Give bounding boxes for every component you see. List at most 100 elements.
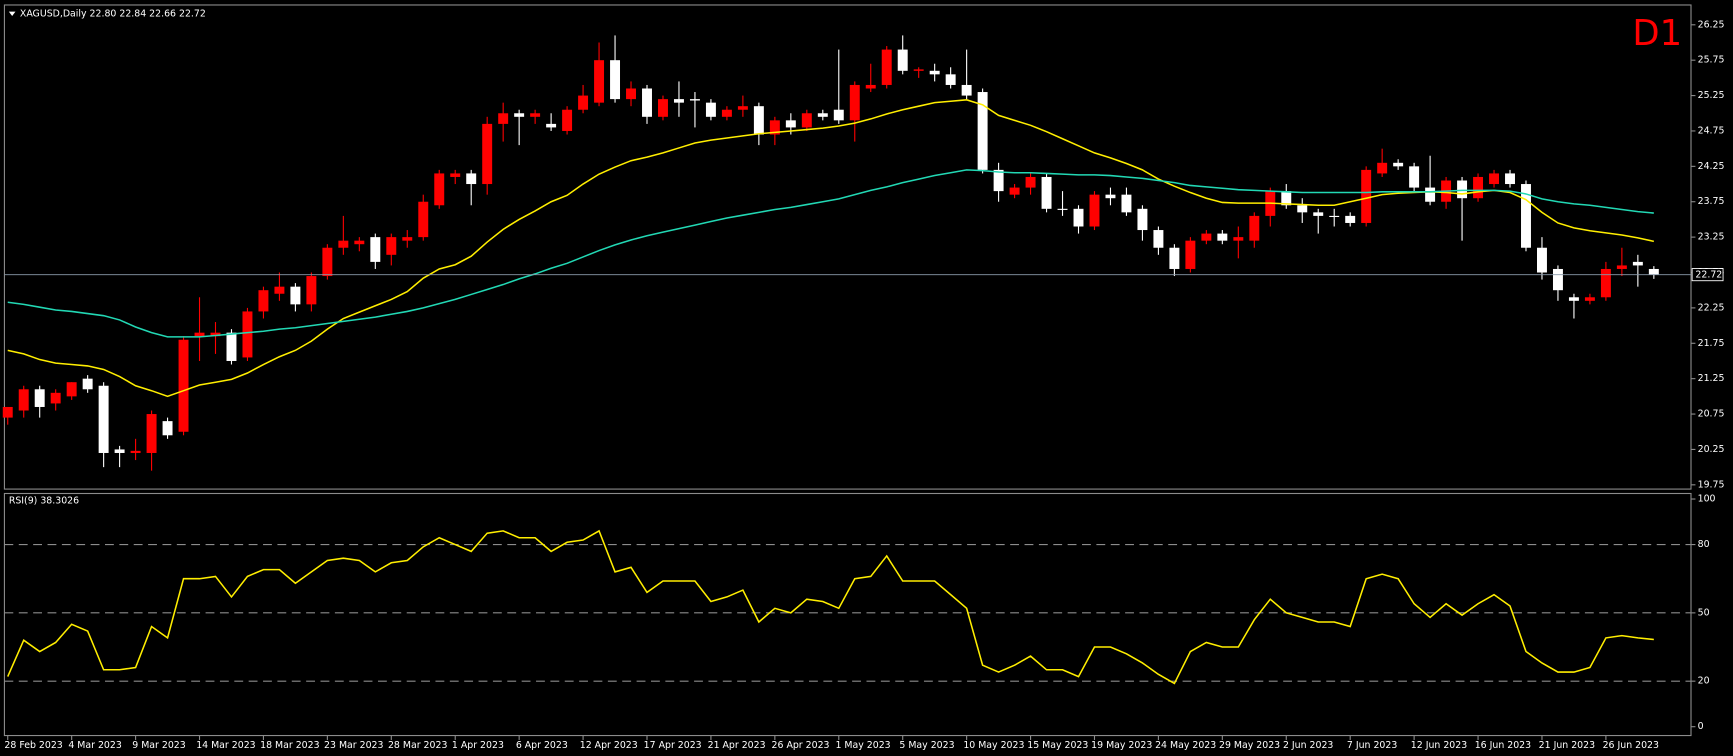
- x-tick-label: 9 Mar 2023: [132, 740, 186, 751]
- y-tick-label: 50: [1698, 607, 1710, 618]
- y-tick-label: 26.25: [1698, 19, 1725, 30]
- candle-body: [1009, 187, 1020, 195]
- candle-body: [434, 173, 445, 206]
- x-tick-label: 17 Apr 2023: [644, 740, 702, 751]
- price-label-box: [1691, 268, 1724, 282]
- candle-body: [737, 106, 748, 110]
- line-series: [7, 99, 1655, 398]
- candle-body: [1169, 247, 1180, 269]
- candle-body: [801, 113, 812, 128]
- candle-body: [354, 240, 365, 245]
- candle-body: [1249, 215, 1260, 241]
- candle-body: [1648, 268, 1659, 275]
- candle-body: [897, 49, 908, 71]
- y-tick-label: 19.75: [1698, 479, 1725, 490]
- x-tick-label: 29 May 2023: [1219, 740, 1280, 751]
- x-tick-label: 12 Apr 2023: [580, 740, 638, 751]
- candle-body: [1121, 194, 1132, 213]
- candle-body: [370, 237, 381, 262]
- candle-body: [578, 95, 589, 110]
- candle-body: [642, 88, 652, 117]
- y-tick-label: 22.25: [1698, 302, 1725, 313]
- candle-body: [258, 290, 269, 312]
- candle-body: [530, 113, 541, 117]
- x-tick-label: 15 May 2023: [1027, 740, 1088, 751]
- candle-body: [1425, 187, 1436, 202]
- x-tick-label: 28 Feb 2023: [4, 740, 62, 751]
- y-tick-label: 20.75: [1698, 409, 1725, 420]
- candle-body: [386, 237, 397, 255]
- x-tick-label: 21 Jun 2023: [1539, 740, 1595, 751]
- candle-body: [1536, 247, 1547, 273]
- x-tick-label: 4 Mar 2023: [68, 740, 122, 751]
- candle-body: [817, 113, 828, 117]
- candle-body: [146, 414, 157, 453]
- x-tick-label: 24 May 2023: [1155, 740, 1216, 751]
- candle-body: [833, 109, 844, 121]
- candle-body: [514, 113, 525, 117]
- candle-body: [50, 392, 61, 404]
- candle-body: [1025, 176, 1036, 188]
- x-tick-label: 23 Mar 2023: [324, 740, 383, 751]
- candle-body: [1329, 215, 1340, 217]
- rsi-panel-frame: [3, 492, 1692, 737]
- candle-body: [98, 385, 109, 453]
- candle-body: [1521, 184, 1531, 248]
- candle-body: [881, 49, 892, 85]
- x-tick-label: 1 Apr 2023: [452, 740, 504, 751]
- candle-body: [2, 406, 13, 418]
- candle-body: [594, 60, 605, 103]
- candle-body: [306, 276, 317, 305]
- main-panel-frame: [3, 4, 1692, 490]
- candle-body: [1505, 173, 1515, 185]
- x-tick-label: 14 Mar 2023: [196, 740, 255, 751]
- x-tick-label: 12 Jun 2023: [1411, 740, 1467, 751]
- candle-body: [913, 69, 924, 71]
- x-tick-label: 26 Jun 2023: [1603, 740, 1659, 751]
- candle-body: [34, 389, 45, 407]
- candle-body: [1457, 180, 1468, 199]
- candle-body: [130, 450, 141, 453]
- menu-arrow: [8, 11, 16, 17]
- candle-body: [1153, 230, 1164, 248]
- candle-body: [1313, 212, 1324, 216]
- candle-body: [977, 92, 988, 170]
- y-tick-label: 24.75: [1698, 125, 1725, 136]
- candle-body: [1568, 297, 1579, 301]
- candle-body: [290, 286, 301, 305]
- candle-body: [1616, 265, 1627, 269]
- candle-body: [1185, 240, 1196, 269]
- candle-body: [1584, 297, 1595, 301]
- candle-body: [945, 74, 956, 85]
- candle-body: [82, 378, 93, 390]
- x-tick-label: 19 May 2023: [1091, 740, 1152, 751]
- candle-body: [242, 311, 253, 358]
- candle-body: [322, 247, 333, 277]
- candle-body: [961, 84, 972, 96]
- candle-body: [610, 60, 621, 100]
- y-tick-label: 24.25: [1698, 161, 1725, 172]
- x-tick-label: 16 Jun 2023: [1475, 740, 1531, 751]
- x-tick-label: 5 May 2023: [899, 740, 954, 751]
- candle-body: [450, 173, 461, 177]
- x-tick-label: 28 Mar 2023: [388, 740, 447, 751]
- candle-body: [1201, 233, 1212, 241]
- candle-body: [849, 84, 860, 121]
- candle-body: [18, 389, 29, 411]
- x-tick-label: 18 Mar 2023: [260, 740, 319, 751]
- y-tick-label: 23.75: [1698, 196, 1725, 207]
- candle-body: [1073, 208, 1084, 227]
- candle-body: [1409, 166, 1420, 188]
- y-tick-label: 80: [1698, 539, 1710, 550]
- x-tick-label: 1 May 2023: [835, 740, 890, 751]
- candle-body: [1361, 169, 1372, 223]
- candle-body: [418, 201, 429, 238]
- candle-body: [194, 332, 205, 337]
- candle-body: [785, 120, 796, 128]
- candle-body: [1600, 268, 1611, 298]
- y-tick-label: 23.25: [1698, 232, 1725, 243]
- candle-body: [705, 102, 716, 117]
- candle-body: [626, 88, 636, 100]
- candle-body: [993, 169, 1004, 192]
- candle-body: [1632, 261, 1643, 266]
